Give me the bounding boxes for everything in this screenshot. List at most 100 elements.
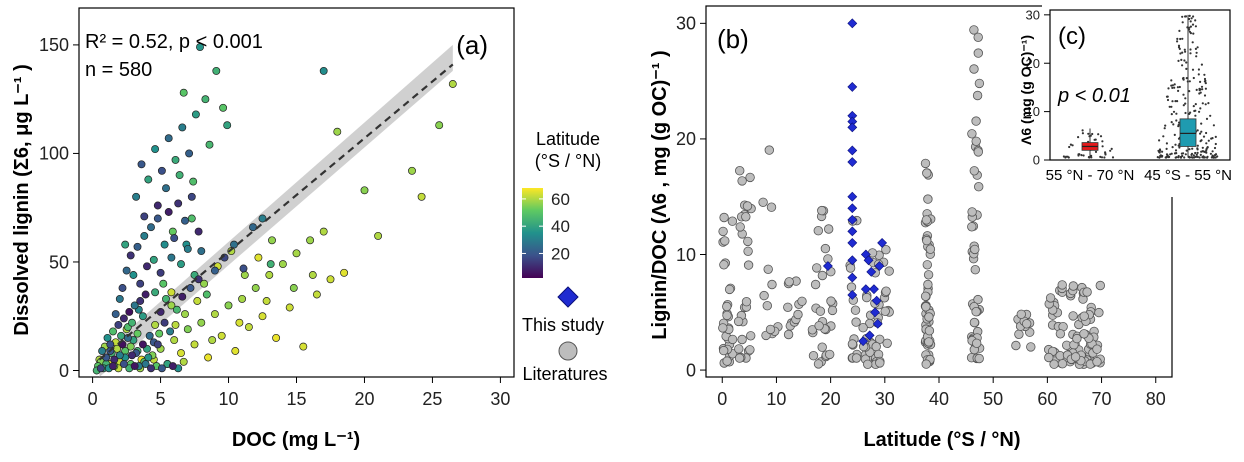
inset-point bbox=[1173, 83, 1176, 86]
inset-point bbox=[1203, 73, 1206, 76]
y-axis-b-tick-label: 20 bbox=[676, 129, 696, 149]
data-point bbox=[177, 260, 185, 269]
literature-point bbox=[784, 277, 794, 287]
data-point bbox=[111, 310, 120, 319]
x-axis-a-tick-label: 0 bbox=[88, 389, 98, 409]
data-point bbox=[96, 364, 105, 373]
literature-point bbox=[846, 282, 857, 292]
inset-point bbox=[1189, 31, 1192, 35]
literature-point bbox=[922, 260, 933, 270]
this-study-point bbox=[847, 255, 858, 266]
category-label-1: 45 °S - 55 °N bbox=[1144, 167, 1232, 184]
inset-point bbox=[1188, 148, 1191, 151]
y-axis-label-c: Λ6 (mg (g OC)⁻¹) bbox=[1018, 35, 1034, 145]
inset-point bbox=[1177, 125, 1180, 128]
inset-point bbox=[1077, 153, 1080, 156]
inset-point bbox=[1185, 61, 1188, 64]
inset-point bbox=[1190, 17, 1193, 20]
y-axis-a-tick-label: 0 bbox=[59, 361, 69, 381]
panel-label-c: (c) bbox=[1058, 23, 1086, 50]
inset-point bbox=[1191, 147, 1194, 150]
inset-point bbox=[1181, 77, 1185, 80]
y-axis-a-tick-label: 100 bbox=[39, 144, 69, 164]
literature-point bbox=[1070, 352, 1081, 362]
data-point bbox=[230, 240, 238, 249]
this-study-point bbox=[858, 336, 869, 347]
x-axis-b-tick-label: 10 bbox=[766, 389, 786, 409]
inset-point bbox=[1176, 100, 1179, 103]
literature-point bbox=[724, 284, 735, 295]
this-study-point bbox=[847, 214, 858, 225]
inset-point bbox=[1204, 103, 1207, 106]
data-point bbox=[167, 253, 176, 262]
inset-point bbox=[1206, 156, 1209, 159]
data-point bbox=[162, 184, 170, 193]
data-point bbox=[181, 216, 189, 225]
inset-point bbox=[1175, 112, 1178, 115]
data-point bbox=[194, 227, 203, 236]
data-point bbox=[137, 160, 146, 169]
this-study-point bbox=[863, 255, 874, 266]
x-axis-label-a: DOC (mg L⁻¹) bbox=[232, 429, 360, 451]
data-point bbox=[118, 284, 127, 292]
literature-point bbox=[1092, 344, 1102, 354]
inset-point bbox=[1191, 23, 1195, 26]
data-point bbox=[326, 275, 335, 284]
data-point bbox=[138, 340, 147, 349]
data-point bbox=[244, 323, 253, 332]
literature-point bbox=[820, 243, 831, 254]
literature-point bbox=[971, 307, 981, 317]
inset-point bbox=[1173, 133, 1176, 136]
literature-point bbox=[969, 64, 979, 74]
literature-point bbox=[972, 90, 983, 101]
data-point bbox=[374, 231, 383, 240]
inset-point bbox=[1188, 14, 1191, 17]
inset-point bbox=[1194, 114, 1197, 117]
literature-point bbox=[920, 291, 931, 302]
inset-point bbox=[1184, 111, 1187, 115]
panel-c-points bbox=[1062, 14, 1219, 159]
this-study-point bbox=[874, 261, 885, 271]
inset-point bbox=[1195, 55, 1198, 58]
x-axis-b-tick-label: 70 bbox=[1092, 389, 1112, 409]
inset-point bbox=[1203, 156, 1206, 159]
literature-point bbox=[923, 270, 934, 280]
inset-point bbox=[1081, 129, 1084, 132]
inset-point bbox=[1192, 15, 1195, 18]
data-point bbox=[151, 320, 160, 329]
box-body bbox=[1179, 118, 1197, 147]
inset-point bbox=[1110, 147, 1113, 150]
data-point bbox=[201, 95, 210, 104]
panel-c-ticks: 0 10 20 30 bbox=[1026, 7, 1050, 168]
data-point bbox=[151, 145, 160, 154]
colorbar-tick-label: 60 bbox=[551, 190, 570, 209]
inset-point bbox=[1189, 52, 1192, 55]
data-point bbox=[133, 329, 142, 338]
inset-point bbox=[1104, 152, 1107, 155]
literature-point bbox=[850, 305, 861, 315]
literature-point bbox=[871, 341, 881, 352]
data-point bbox=[145, 331, 154, 340]
inset-point bbox=[1192, 105, 1195, 108]
colorbar-tick-label: 20 bbox=[551, 244, 570, 263]
data-point bbox=[268, 236, 276, 245]
panel-c-frame bbox=[1049, 9, 1231, 161]
inset-point bbox=[1200, 150, 1203, 153]
inset-point bbox=[1193, 109, 1196, 113]
data-point bbox=[170, 336, 179, 345]
inset-point bbox=[1184, 153, 1187, 156]
inset-point bbox=[1158, 139, 1161, 142]
inset-point bbox=[1201, 88, 1204, 91]
data-point bbox=[285, 303, 294, 312]
literature-point bbox=[1016, 309, 1027, 320]
inset-point bbox=[1165, 95, 1169, 98]
inset-point bbox=[1188, 17, 1191, 21]
x-axis-a-tick-label: 30 bbox=[490, 389, 510, 409]
this-study-point bbox=[847, 272, 858, 283]
literature-point bbox=[922, 235, 932, 246]
inset-point bbox=[1199, 107, 1202, 110]
literature-point bbox=[1068, 281, 1079, 291]
this-study-point bbox=[847, 290, 858, 300]
data-point bbox=[408, 166, 416, 175]
